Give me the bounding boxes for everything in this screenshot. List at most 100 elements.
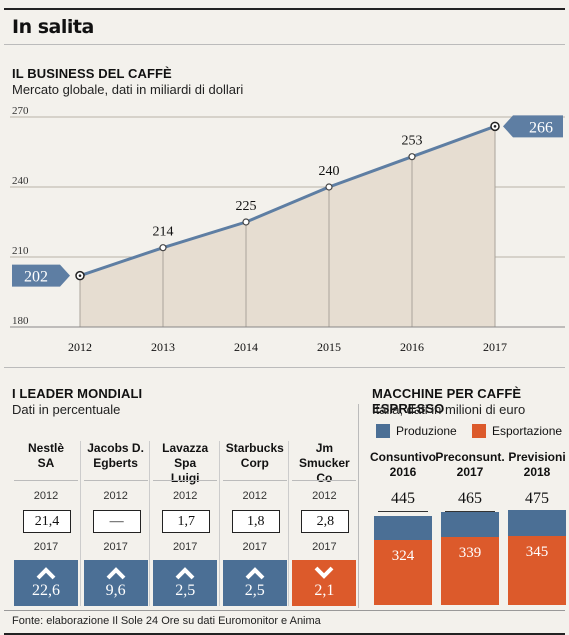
bar-export: [374, 540, 432, 605]
year-label: 2017: [33, 541, 59, 553]
category-label: Consuntivo 2016: [370, 450, 436, 479]
category-label: Previsioni 2018: [508, 450, 566, 479]
legend-swatch-production: [376, 424, 390, 438]
coffee-business-line-chart: 270 240 210 180 202 2012 214 2013 225 2014 240 2015…: [10, 105, 565, 354]
leader-column: Jacobs D. Egberts 2012 — 2017 9,6: [79, 441, 148, 606]
leaders-title: I LEADER MONDIALI: [12, 386, 143, 401]
share-2017-value: 2,1: [314, 582, 335, 599]
data-label: 253: [402, 134, 423, 149]
year-label: 2012: [103, 490, 128, 502]
export-value: 345: [525, 544, 549, 560]
leader-column: Starbucks Corp 2012 1,8 2017 2,5: [218, 441, 287, 606]
line-chart-subtitle: Mercato globale, dati in miliardi di dol…: [12, 82, 244, 97]
data-point: [242, 218, 250, 226]
leader-column: Nestlè SA 2012 21,4 2017 22,6: [14, 441, 78, 606]
source-note: Fonte: elaborazione Il Sole 24 Ore su da…: [12, 615, 321, 627]
share-2012: 2,8: [301, 510, 350, 533]
share-2012: 1,7: [162, 510, 211, 533]
x-tick-label: 2012: [68, 340, 92, 354]
source-footer: Fonte: elaborazione Il Sole 24 Ore su da…: [4, 610, 565, 635]
legend-label-export: Esportazione: [492, 424, 563, 438]
export-value: 339: [458, 545, 482, 562]
column-separator: [288, 441, 290, 606]
x-tick-label: 2013: [151, 340, 175, 354]
header-bar: In salita: [4, 8, 565, 45]
share-2012: 1,8: [231, 510, 280, 533]
export-value: 324: [391, 548, 415, 565]
year-label: 2017: [312, 541, 337, 553]
legend-swatch-export: [472, 424, 486, 438]
callout-box-start: [12, 264, 70, 287]
arrow-up-icon: [175, 566, 195, 580]
bar-production: [508, 510, 566, 536]
data-label: 214: [153, 225, 174, 240]
y-tick-label: 240: [12, 175, 29, 187]
company-name: Jacobs D. Egberts: [87, 441, 144, 470]
company-name: Starbucks Corp: [225, 441, 284, 470]
header-rule: [83, 480, 148, 481]
column-separator: [79, 441, 81, 606]
bar-production: [374, 516, 432, 541]
company-name: Nestlè SA: [27, 441, 65, 470]
year-label: 2017: [172, 541, 198, 553]
data-label: 202: [24, 269, 48, 286]
total-rule: [378, 511, 428, 512]
share-2017-tile: 2,5: [222, 560, 287, 606]
data-point-center: [78, 274, 82, 277]
header-rule: [14, 480, 78, 481]
arrow-up-icon: [36, 566, 56, 580]
year-label: 2012: [172, 490, 198, 502]
company-name: Jm Smucker Co: [299, 441, 350, 485]
x-tick-label: 2017: [483, 340, 507, 354]
share-2017-tile: 2,5: [153, 560, 218, 606]
leader-column: Lavazza Spa Luigi 2012 1,7 2017 2,5: [149, 441, 218, 606]
leader-column: Jm Smucker Co 2012 2,8 2017 2,1: [288, 441, 357, 606]
data-line: [79, 124, 496, 278]
year-label: 2017: [242, 541, 268, 553]
year-label: 2012: [33, 490, 59, 502]
share-2017-value: 2,5: [175, 582, 196, 599]
share-2012: 21,4: [23, 510, 71, 533]
legend-label-production: Produzione: [396, 424, 457, 438]
share-2017-value: 2,5: [244, 582, 265, 599]
section-divider: [4, 367, 565, 368]
arrow-down-icon: [314, 566, 334, 580]
total-value: 445: [391, 490, 415, 507]
share-2017-tile: 9,6: [83, 560, 148, 606]
data-point: [159, 244, 167, 252]
company-name: Lavazza Spa Luigi: [162, 441, 209, 485]
y-tick-label: 270: [12, 105, 29, 117]
header-rule: [153, 480, 218, 481]
arrow-up-icon: [245, 566, 265, 580]
bar-export: [508, 536, 566, 605]
x-tick-label: 2014: [234, 340, 258, 354]
category-label: Preconsunt. 2017: [435, 450, 505, 479]
line-chart-title: IL BUSINESS DEL CAFFÈ: [12, 66, 172, 81]
year-label: 2017: [103, 541, 128, 553]
leaders-subtitle: Dati in percentuale: [12, 402, 121, 417]
y-tick-label: 210: [12, 245, 29, 257]
bar-export: [441, 537, 499, 605]
total-value: 475: [525, 490, 549, 507]
x-tick-label: 2015: [317, 340, 341, 354]
area-fill: [80, 126, 495, 327]
total-rule: [445, 511, 495, 512]
x-tick-label: 2016: [400, 340, 424, 354]
callout-box-end: [503, 115, 563, 138]
data-point: [408, 153, 416, 161]
bar-production: [441, 512, 499, 538]
header-rule: [222, 480, 287, 481]
share-2017-value: 9,6: [105, 582, 126, 599]
share-2017-value: 22,6: [32, 582, 60, 599]
data-point-center: [493, 125, 497, 128]
section-divider-vertical: [358, 404, 359, 608]
year-label: 2012: [242, 490, 268, 502]
machines-subtitle: Italia, dati in milioni di euro: [372, 402, 526, 417]
arrow-up-icon: [106, 566, 126, 580]
share-2017-tile: 2,1: [292, 560, 357, 606]
page-title: In salita: [12, 16, 94, 38]
machines-title: MACCHINE PER CAFFÈ ESPRESSO: [372, 386, 522, 416]
header-rule: [292, 480, 357, 481]
data-label: 240: [319, 164, 340, 179]
column-separator: [218, 441, 220, 606]
